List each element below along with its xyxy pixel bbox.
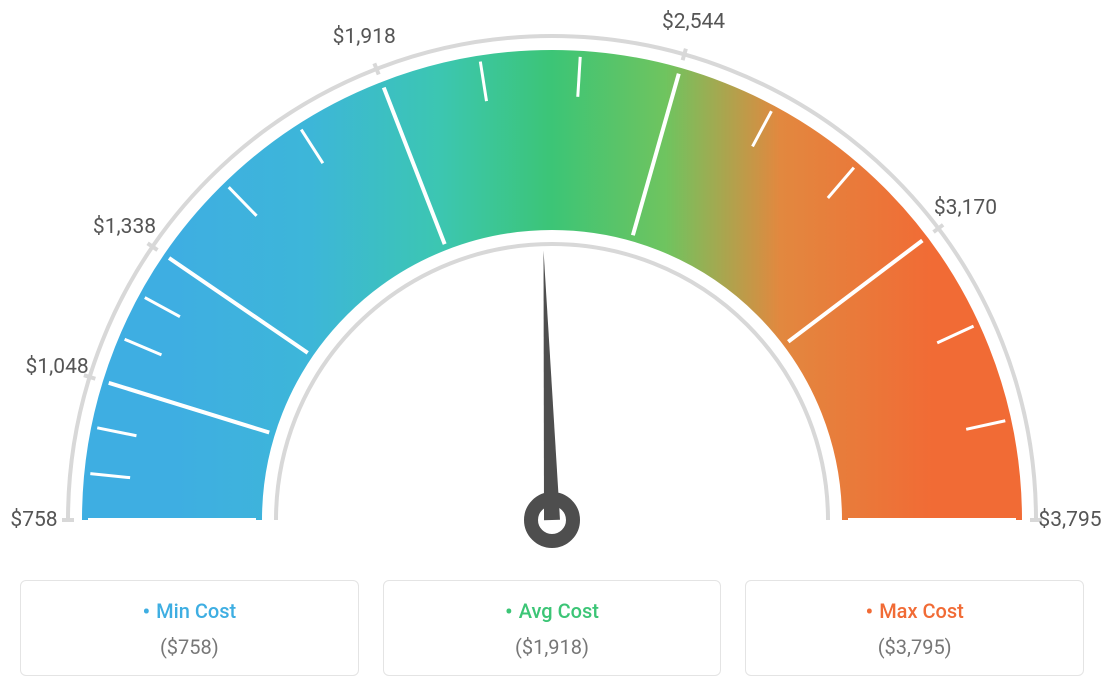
gauge-tick-label: $1,338 — [93, 215, 156, 239]
legend-label-avg: Avg Cost — [519, 599, 599, 623]
gauge-tick-label: $1,918 — [333, 25, 396, 49]
gauge-tick-label: $758 — [10, 508, 57, 532]
gauge-chart: $758$1,048$1,338$1,918$2,544$3,170$3,795 — [20, 20, 1084, 560]
gauge-tick-label: $3,170 — [934, 196, 997, 220]
bullet-icon: • — [865, 600, 873, 625]
bullet-icon: • — [142, 600, 150, 625]
gauge-svg — [20, 20, 1084, 560]
cost-gauge-container: $758$1,048$1,338$1,918$2,544$3,170$3,795… — [20, 20, 1084, 676]
gauge-tick-label: $1,048 — [26, 355, 89, 379]
legend-label-min: Min Cost — [156, 599, 236, 623]
gauge-tick-label: $2,544 — [662, 10, 725, 34]
legend-title-min: •Min Cost — [21, 599, 358, 625]
gauge-tick-label: $3,795 — [1038, 508, 1101, 532]
legend-card-min: •Min Cost ($758) — [20, 580, 359, 676]
bullet-icon: • — [505, 600, 513, 625]
legend-label-max: Max Cost — [879, 599, 964, 623]
legend-value-max: ($3,795) — [746, 635, 1083, 659]
legend-value-min: ($758) — [21, 635, 358, 659]
legend-card-avg: •Avg Cost ($1,918) — [383, 580, 722, 676]
legend-value-avg: ($1,918) — [384, 635, 721, 659]
legend-title-max: •Max Cost — [746, 599, 1083, 625]
legend-title-avg: •Avg Cost — [384, 599, 721, 625]
legend-row: •Min Cost ($758) •Avg Cost ($1,918) •Max… — [20, 580, 1084, 676]
legend-card-max: •Max Cost ($3,795) — [745, 580, 1084, 676]
